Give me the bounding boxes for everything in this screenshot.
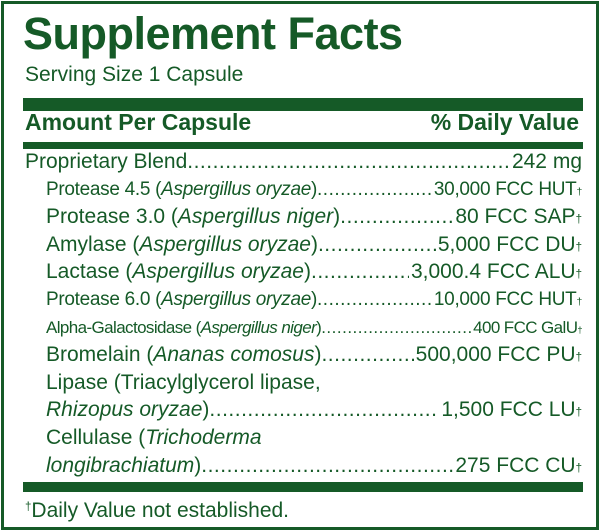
dagger-mark: † [577,324,582,335]
dot-leader [201,452,453,480]
ingredient-species: Aspergillus oryzae [132,260,304,284]
ingredient-row: Protease 4.5 (Aspergillus oryzae) 30,000 … [25,176,582,204]
ingredient-species: Aspergillus oryzae [161,288,311,310]
dot-leader [209,396,439,424]
ingredient-list: Proprietary Blend242 mg Protease 4.5 (As… [25,148,582,479]
ingredient-name: Bromelain ( [46,343,154,367]
ingredient-name: Protease 4.5 ( [46,178,162,200]
ingredient-row: Protease 6.0 (Aspergillus oryzae) 10,000 … [25,286,582,314]
dot-leader [311,258,409,286]
ingredient-row-line2: longibrachiatum) 275 FCC CU† [25,452,582,480]
dot-leader [321,314,471,342]
dagger-mark: † [576,186,582,198]
ingredient-species: longibrachiatum [46,453,195,477]
paren: ) [311,178,318,200]
ingredient-species: Aspergillus niger [177,205,334,229]
ingredient-name: Protease 3.0 ( [46,205,178,229]
ingredient-name: Amylase ( [46,232,140,256]
ingredient-name: Lactase ( [46,260,133,284]
ingredient-amount: 242 mg [511,150,582,173]
ingredient-amount: 3,000.4 FCC ALU [410,260,576,284]
ingredient-amount: 80 FCC SAP [455,205,576,229]
thick-divider [23,98,583,111]
ingredient-species: Aspergillus niger [200,317,317,337]
ingredient-name: Cellulase ( [46,425,146,449]
ingredient-species: Ananas comosus [153,343,315,367]
serving-size: Serving Size 1 Capsule [25,63,244,86]
header-divider [23,142,583,149]
amount-per-capsule-header: Amount Per Capsule [25,109,252,135]
ingredient-name: Alpha-Galactosidase ( [46,317,201,337]
dot-leader [318,231,436,259]
dagger-mark: † [575,352,582,365]
dot-leader [187,148,510,176]
paren: ) [194,453,202,477]
ingredient-amount: 500,000 FCC PU [415,343,576,367]
paren: ) [333,205,341,229]
paren: ) [202,398,210,422]
column-header: Amount Per Capsule % Daily Value [25,109,579,136]
ingredient-row: Proprietary Blend 242 mg [25,148,582,176]
ingredient-species: Aspergillus oryzae [139,232,311,256]
ingredient-amount: 10,000 FCC HUT [433,288,577,310]
paren: ) [303,260,311,284]
ingredient-species: Aspergillus oryzae [161,178,311,200]
dagger-mark: † [575,241,582,254]
dagger-mark: † [575,407,582,420]
daily-value-header: % Daily Value [430,109,579,135]
paren: ) [316,317,322,337]
ingredient-row: Lactase (Aspergillus oryzae) 3,000.4 FCC … [25,258,582,286]
paren: ) [314,343,322,367]
panel-title: Supplement Facts [23,8,403,59]
ingredient-species: Trichoderma [145,425,262,449]
ingredient-row: Bromelain (Ananas comosus) 500,000 FCC PU… [25,341,582,369]
ingredient-amount: 1,500 FCC LU [441,398,576,422]
ingredient-amount: 275 FCC CU [455,453,576,477]
ingredient-name: Proprietary Blend [25,150,188,173]
footnote-text: Daily Value not established. [31,499,290,522]
dagger-mark: † [575,269,582,282]
ingredient-name: Lipase (Triacylglycerol lipase, [46,370,321,394]
ingredient-row: Amylase (Aspergillus oryzae) 5,000 FCC DU… [25,231,582,259]
ingredient-amount: 400 FCC GalU [473,317,578,337]
dot-leader [321,341,413,369]
dagger-mark: † [575,462,582,475]
dagger-mark: † [576,296,582,308]
ingredient-row-line1: Lipase (Triacylglycerol lipase, [25,369,582,397]
ingredient-row-line2: Rhizopus oryzae) 1,500 FCC LU† [25,396,582,424]
dot-leader [317,286,432,314]
bottom-divider [23,482,583,492]
ingredient-name: Protease 6.0 ( [46,288,162,310]
paren: ) [311,288,318,310]
ingredient-amount: 5,000 FCC DU [437,232,576,256]
ingredient-species: Rhizopus oryzae [46,398,203,422]
dagger-mark: † [575,214,582,227]
dagger-mark: † [25,501,32,514]
dot-leader [317,176,432,204]
paren: ) [310,232,318,256]
dot-leader [340,203,453,231]
footnote: †Daily Value not established. [25,499,289,523]
ingredient-amount: 30,000 FCC HUT [433,178,577,200]
ingredient-row: Alpha-Galactosidase (Aspergillus niger) 4… [25,314,582,342]
ingredient-row: Protease 3.0 (Aspergillus niger) 80 FCC S… [25,203,582,231]
ingredient-row-line1: Cellulase (Trichoderma [25,424,582,452]
